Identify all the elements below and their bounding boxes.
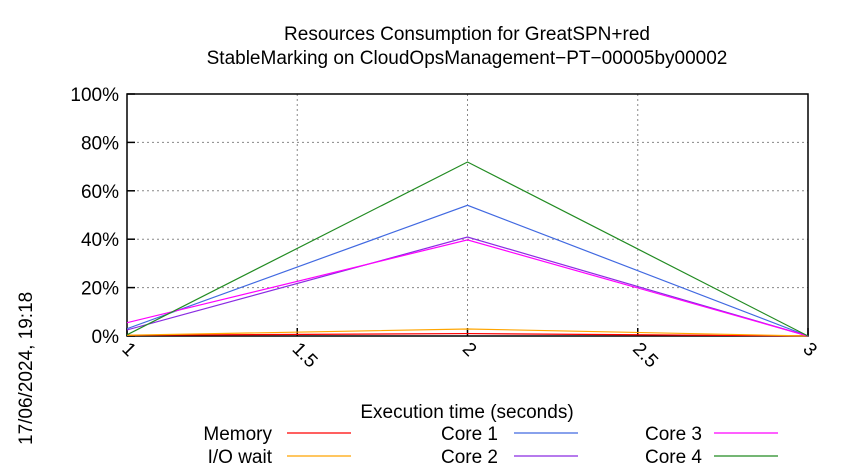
y-tick-label: 100% (70, 85, 119, 106)
x-tick-label: 3 (798, 339, 820, 361)
series-line-memory (126, 332, 809, 337)
grid (126, 93, 809, 337)
legend-label-core-4: Core 4 (645, 447, 702, 468)
chart-title-line-2: StableMarking on CloudOpsManagement−PT−0… (207, 48, 728, 69)
plot-frame (126, 93, 809, 337)
series-line-core-2 (126, 236, 809, 337)
timestamp: 17/06/2024, 19:18 (16, 292, 37, 445)
y-tick-label: 0% (92, 327, 120, 348)
x-tick-label: 1 (117, 339, 139, 361)
x-tick-label: 1.5 (288, 339, 322, 373)
series-lines (126, 161, 809, 337)
chart-title-line-1: Resources Consumption for GreatSPN+red (284, 24, 650, 45)
y-tick-label: 40% (81, 230, 119, 251)
series-line-core-3 (126, 239, 809, 337)
series-line-i-o-wait (126, 328, 809, 337)
legend-label-core-3: Core 3 (645, 424, 702, 445)
legend-label-core-2: Core 2 (441, 447, 498, 468)
x-tick-label: 2.5 (628, 339, 662, 373)
legend-label-memory: Memory (203, 424, 272, 445)
x-axis-label: Execution time (seconds) (360, 402, 573, 423)
y-tick-label: 20% (81, 279, 119, 300)
y-tick-label: 60% (81, 182, 119, 203)
series-line-core-1 (126, 204, 809, 337)
legend-label-i-o-wait: I/O wait (208, 447, 273, 468)
x-tick-label: 2 (458, 339, 480, 361)
legend-label-core-1: Core 1 (441, 424, 498, 445)
series-line-core-4 (126, 161, 809, 337)
y-tick-label: 80% (81, 133, 119, 154)
